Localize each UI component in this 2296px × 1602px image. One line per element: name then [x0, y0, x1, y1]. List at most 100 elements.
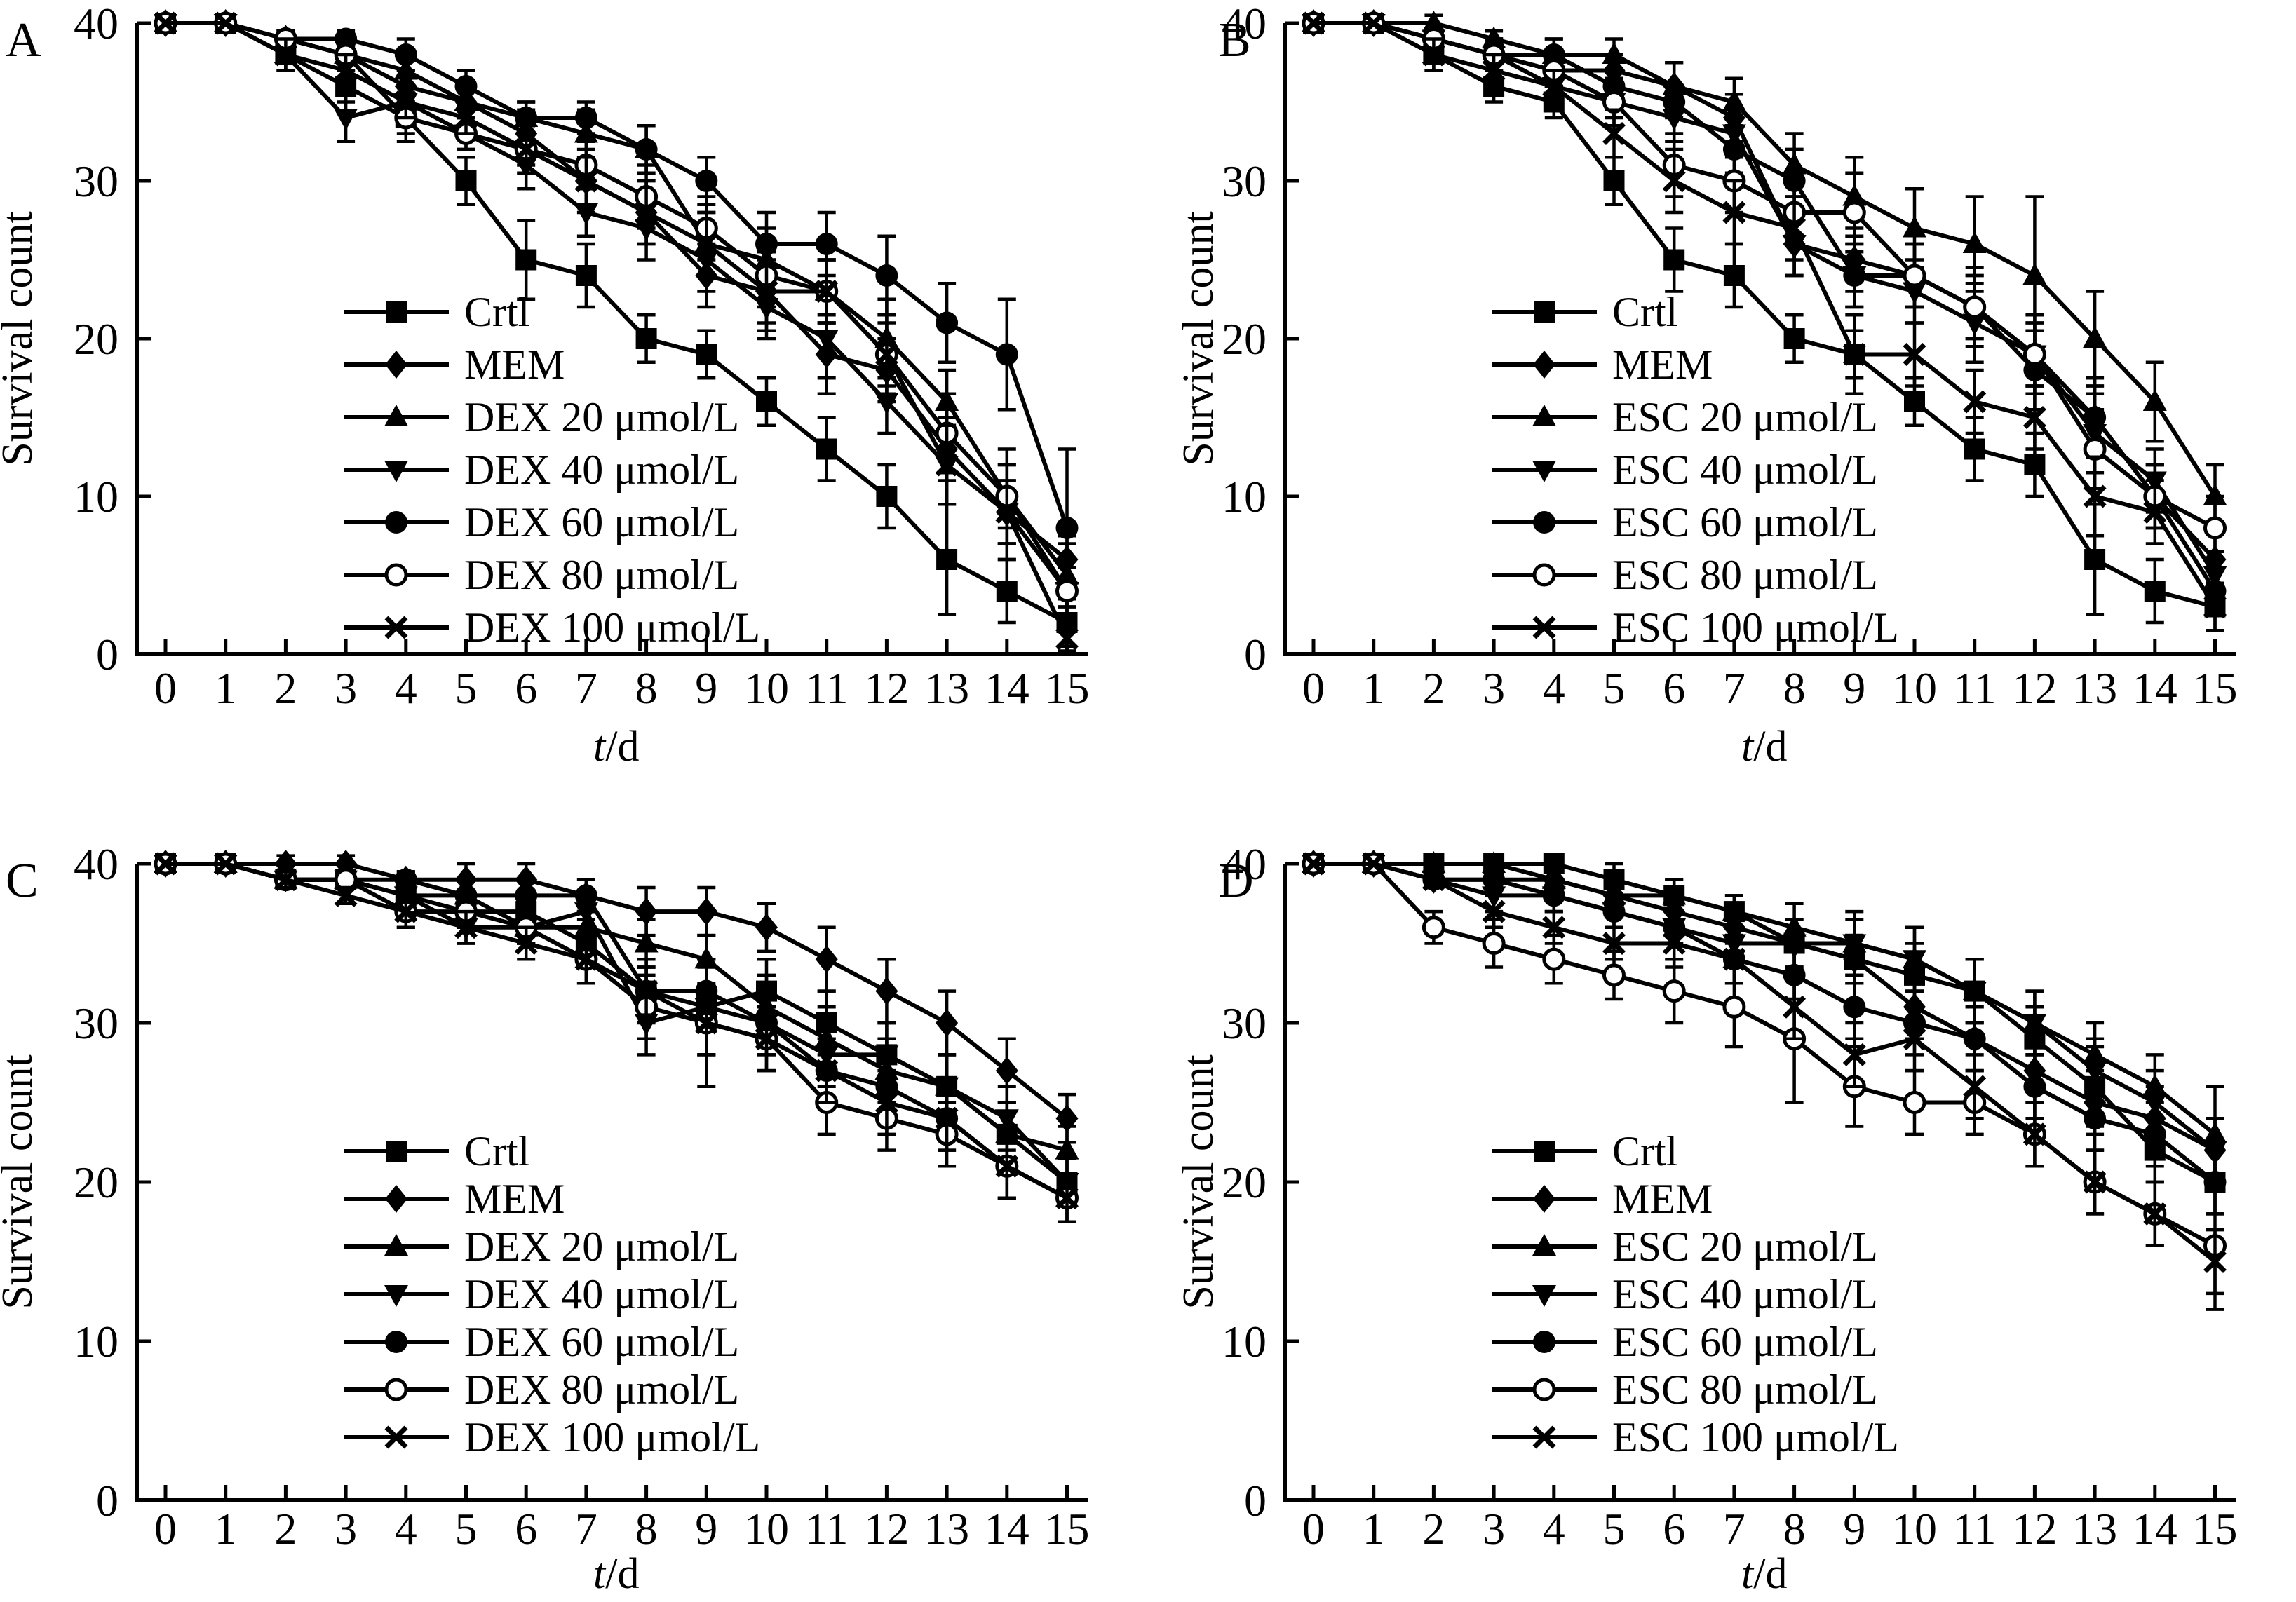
x-tick-label: 15: [2193, 663, 2238, 713]
series-marker-x-icon: [214, 852, 238, 876]
series-marker-x-icon: [1422, 43, 1445, 67]
series-marker-diamond-icon: [875, 977, 898, 1005]
series-marker-square-icon: [996, 581, 1018, 602]
series-marker-x-icon: [1422, 868, 1445, 892]
panel-letter: D: [1218, 854, 1254, 908]
series-marker-circle-icon: [515, 884, 538, 907]
y-tick-label: 10: [1222, 1317, 1267, 1366]
series-esc-20-mol-l: [1302, 851, 2227, 1184]
legend-item-esc-40-mol-l: ESC 40 μmol/L: [1492, 1271, 1878, 1317]
legend-item-crtl: Crtl: [344, 1128, 529, 1174]
series-marker-x-icon: [635, 201, 659, 224]
legend-item-mem: MEM: [344, 1176, 565, 1222]
x-tick-label: 4: [395, 663, 417, 713]
x-tick-label: 9: [1843, 1504, 1865, 1554]
series-marker-square-icon: [696, 344, 717, 365]
legend-marker-circle-open-icon: [384, 1378, 408, 1401]
legend-label: ESC 40 μmol/L: [1612, 447, 1878, 493]
legend-label: ESC 20 μmol/L: [1612, 1223, 1878, 1270]
x-tick-label: 2: [274, 1504, 297, 1554]
series-marker-triangle-up-icon: [1962, 231, 1987, 253]
series-marker-triangle-down-icon: [874, 393, 899, 414]
series-marker-triangle-up-icon: [1602, 42, 1626, 64]
series-marker-circle-icon: [574, 107, 597, 129]
legend-marker-diamond-icon: [1533, 1185, 1555, 1213]
legend-label: Crtl: [1612, 1128, 1677, 1174]
series-line: [1314, 862, 2217, 1184]
series-marker-x-icon: [1963, 390, 1987, 414]
series-marker-triangle-down-icon: [2022, 1014, 2047, 1036]
x-tick-label: 7: [575, 663, 597, 713]
legend-marker-circle-icon: [1533, 511, 1555, 534]
series-marker-triangle-up-icon: [634, 930, 659, 953]
x-tick-label: 15: [1045, 663, 1090, 713]
legend: Crtl MEM ESC 20 μmol/L ESC 40 μmol/L ESC 60 …: [1492, 289, 1899, 651]
series-marker-x-icon: [1903, 343, 1926, 366]
x-axis-label-rest: /d: [605, 1550, 639, 1598]
series-marker-square-icon: [756, 391, 777, 412]
series-marker-x-icon: [1842, 1043, 1866, 1066]
x-tick-label: 6: [515, 1504, 537, 1554]
x-axis-label-italic: t: [1741, 1550, 1755, 1598]
series-marker-x-icon: [935, 453, 959, 477]
x-tick-label: 10: [1892, 1504, 1937, 1554]
x-tick-label: 9: [695, 663, 717, 713]
y-tick-label: 30: [1222, 156, 1267, 206]
x-tick-label: 13: [924, 1504, 969, 1554]
series-marker-x-icon: [2203, 595, 2227, 618]
legend-label: MEM: [1612, 341, 1713, 388]
series-line: [166, 862, 1068, 1200]
series-crtl: [155, 853, 1078, 1208]
x-tick-label: 5: [455, 663, 478, 713]
legend-marker-triangle-up-icon: [384, 1234, 408, 1256]
legend-marker-x-icon: [1532, 616, 1556, 639]
legend-label: DEX 20 μmol/L: [464, 1223, 739, 1270]
legend-item-dex-20-mol-l: DEX 20 μmol/L: [344, 1223, 739, 1270]
legend-item-crtl: Crtl: [1492, 1128, 1677, 1174]
series-marker-circle-icon: [936, 311, 959, 334]
series-marker-x-icon: [694, 232, 718, 256]
series-marker-x-icon: [1602, 932, 1626, 955]
series-marker-circle-open-icon: [1963, 295, 1987, 319]
series-line: [166, 862, 1069, 1184]
series-marker-triangle-down-icon: [1782, 934, 1807, 956]
series-crtl: [1303, 853, 2226, 1216]
series-marker-triangle-up-icon: [1422, 851, 1446, 873]
legend-item-esc-100-mol-l: ESC 100 μmol/L: [1492, 604, 1899, 651]
series-marker-x-icon: [2143, 501, 2167, 524]
legend-label: DEX 60 μmol/L: [464, 499, 739, 545]
x-axis-label-rest: /d: [1753, 723, 1787, 771]
series-marker-square-icon: [876, 486, 898, 507]
x-tick-label: 0: [1302, 1504, 1325, 1554]
x-tick-label: 2: [274, 663, 297, 713]
series-marker-x-icon: [154, 11, 177, 35]
series-line: [166, 21, 1069, 592]
series-marker-x-icon: [1542, 916, 1566, 939]
series-marker-x-icon: [1963, 1075, 1987, 1099]
x-tick-label: 5: [1603, 1504, 1626, 1554]
y-tick-label: 10: [1222, 472, 1267, 522]
series-marker-x-icon: [755, 1027, 778, 1051]
x-tick-label: 2: [1422, 663, 1445, 713]
series-marker-triangle-up-icon: [1722, 89, 1746, 111]
series-marker-circle-open-icon: [1055, 579, 1079, 603]
series-marker-circle-icon: [695, 170, 718, 192]
series-marker-circle-icon: [454, 75, 478, 97]
legend-marker-circle-icon: [385, 1331, 407, 1353]
series-marker-x-icon: [2083, 1170, 2107, 1194]
x-tick-label: 15: [2193, 1504, 2238, 1554]
legend-marker-circle-open-icon: [1532, 563, 1556, 587]
series-marker-x-icon: [1602, 122, 1626, 145]
legend-marker-diamond-icon: [385, 1185, 407, 1213]
series-line: [1314, 21, 2216, 530]
series-marker-circle-icon: [2023, 1075, 2046, 1098]
x-tick-label: 13: [2072, 1504, 2117, 1554]
series-marker-triangle-up-icon: [2203, 484, 2227, 505]
y-tick-label: 0: [96, 1476, 119, 1526]
series-marker-diamond-icon: [695, 897, 718, 926]
series-marker-triangle-up-icon: [694, 946, 719, 969]
legend-marker-triangle-up-icon: [1532, 1234, 1556, 1256]
series-marker-triangle-up-icon: [1662, 883, 1687, 905]
series-marker-diamond-icon: [755, 913, 778, 942]
